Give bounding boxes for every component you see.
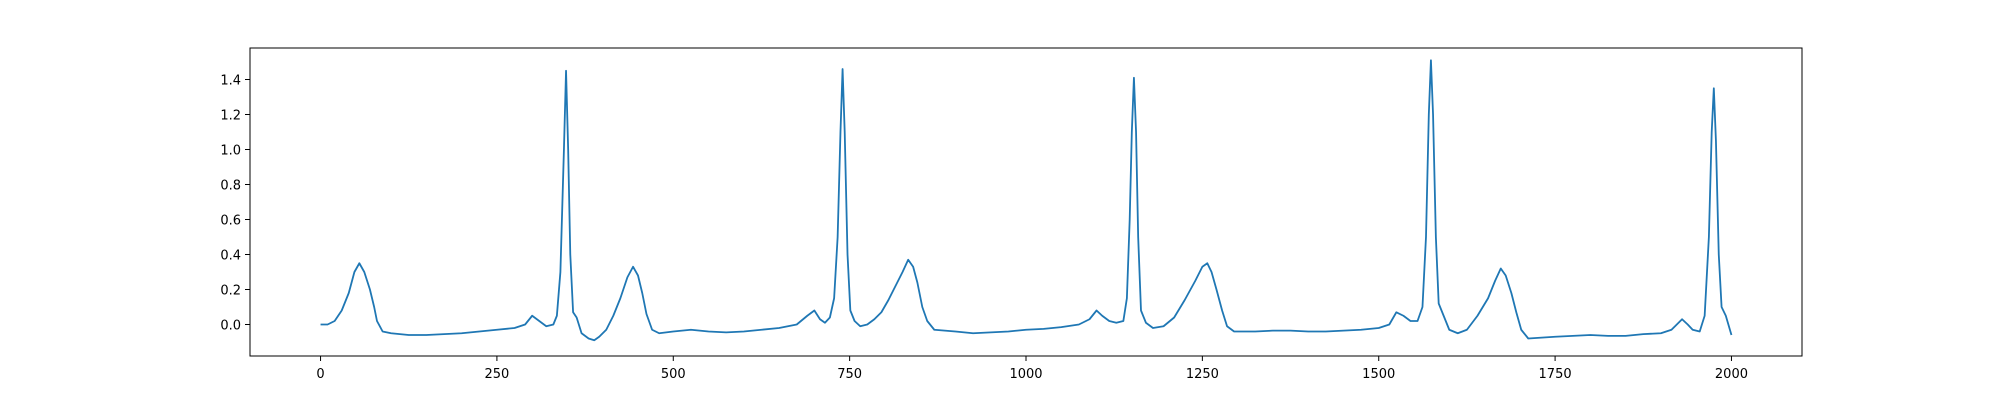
y-tick-label: 1.2 [220, 109, 241, 124]
x-tick-label: 1000 [1009, 367, 1042, 382]
y-tick-label: 0.6 [220, 214, 241, 229]
y-tick-label: 1.4 [220, 74, 241, 89]
series-line-0 [320, 59, 1733, 342]
plot-frame [249, 47, 1803, 357]
x-tick-label: 2000 [1715, 367, 1748, 382]
x-tick-label: 1500 [1362, 367, 1395, 382]
x-tick-label: 0 [316, 367, 324, 382]
plot-area-background [250, 48, 1802, 356]
series-layer [320, 59, 1733, 342]
x-tick-label: 750 [837, 367, 862, 382]
y-tick-label: 1.0 [220, 144, 241, 159]
y-tick-label: 0.4 [220, 249, 241, 264]
y-tick-label: 0.0 [220, 319, 241, 334]
x-tick-label: 500 [661, 367, 686, 382]
y-tick-label: 0.2 [220, 284, 241, 299]
x-axis: 0 250 500 750 1000 1250 1500 1750 2000 [316, 356, 1748, 382]
x-tick-label: 250 [484, 367, 509, 382]
y-axis: 0.0 0.2 0.4 0.6 0.8 1.0 1.2 1.4 [220, 74, 250, 334]
x-tick-label: 1250 [1186, 367, 1219, 382]
x-tick-label: 1750 [1539, 367, 1572, 382]
y-tick-label: 0.8 [220, 179, 241, 194]
